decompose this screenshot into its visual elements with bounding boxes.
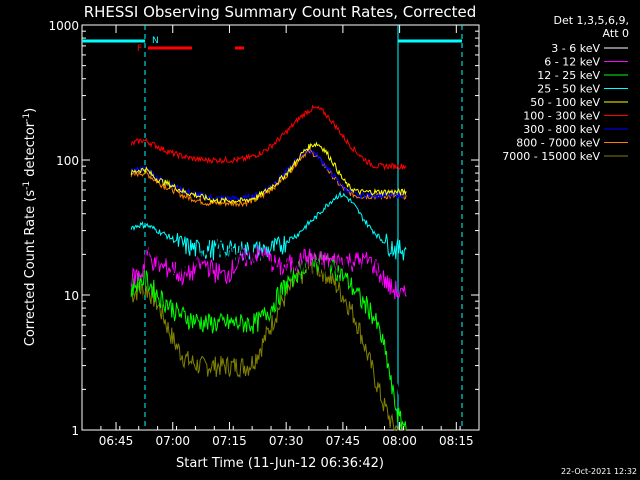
flag-f: F (137, 44, 142, 54)
plot-frame (81, 24, 480, 431)
y-tick-label-0: 1 (71, 424, 79, 438)
plot-border (81, 24, 480, 431)
series-line-7000-15000keV (130, 257, 407, 431)
x-tick-label-3: 07:30 (269, 434, 304, 448)
y-axis-label: Corrected Count Rate (s-1 detector-1) (22, 108, 38, 346)
date-stamp: 22-Oct-2021 12:32 (561, 467, 637, 476)
series-line-6-12keV (130, 245, 407, 300)
axis-ticks: 06:45 07:00 07:15 07:30 07:45 08:00 08:15 1 10 10… (48, 19, 480, 448)
x-tick-label-5: 08:00 (382, 434, 417, 448)
series-line-50-100keV (130, 141, 407, 204)
legend-title-line-1: Det 1,3,5,6,9, (553, 14, 629, 27)
series-line-12-25keV (130, 251, 407, 431)
attenuator-bars (82, 25, 463, 430)
y-axis-label-main: Corrected Count Rate (s (23, 190, 38, 347)
y-tick-label-3: 1000 (48, 19, 79, 33)
x-tick-label-1: 07:00 (155, 434, 190, 448)
x-axis-label: Start Time (11-Jun-12 06:36:42) (176, 456, 384, 471)
x-tick-label-2: 07:15 (212, 434, 247, 448)
legend-label-8: 7000 - 15000 keV (502, 150, 600, 163)
y-axis-label-end: ) (23, 108, 38, 113)
legend-label-2: 12 - 25 keV (537, 69, 600, 82)
y-tick-label-1: 10 (64, 289, 79, 303)
series-line-100-300keV (130, 104, 407, 171)
chart-title: RHESSI Observing Summary Count Rates, Co… (84, 3, 477, 21)
series-line-3-6keV (130, 234, 407, 400)
legend-label-5: 100 - 300 keV (523, 110, 600, 123)
flag-n: N (152, 36, 159, 46)
y-tick-label-2: 100 (56, 154, 79, 168)
series-layer (130, 104, 407, 431)
legend-label-6: 300 - 800 keV (523, 123, 600, 136)
legend-label-3: 25 - 50 keV (537, 83, 600, 96)
y-axis-label-sup1: -1 (22, 181, 32, 190)
x-tick-label-0: 06:45 (99, 434, 134, 448)
legend-title-line-2: Att 0 (603, 27, 629, 40)
legend-label-7: 800 - 7000 keV (516, 137, 600, 150)
x-tick-label-4: 07:45 (326, 434, 361, 448)
y-axis-label-sup2: -1 (22, 113, 32, 122)
x-tick-label-6: 08:15 (439, 434, 474, 448)
series-line-25-50keV (130, 190, 407, 264)
legend-label-0: 3 - 6 keV (551, 42, 600, 55)
legend-label-4: 50 - 100 keV (530, 96, 600, 109)
series-line-300-800keV (130, 147, 407, 203)
legend-label-1: 6 - 12 keV (544, 56, 600, 69)
y-axis-label-mid: detector (23, 121, 38, 181)
